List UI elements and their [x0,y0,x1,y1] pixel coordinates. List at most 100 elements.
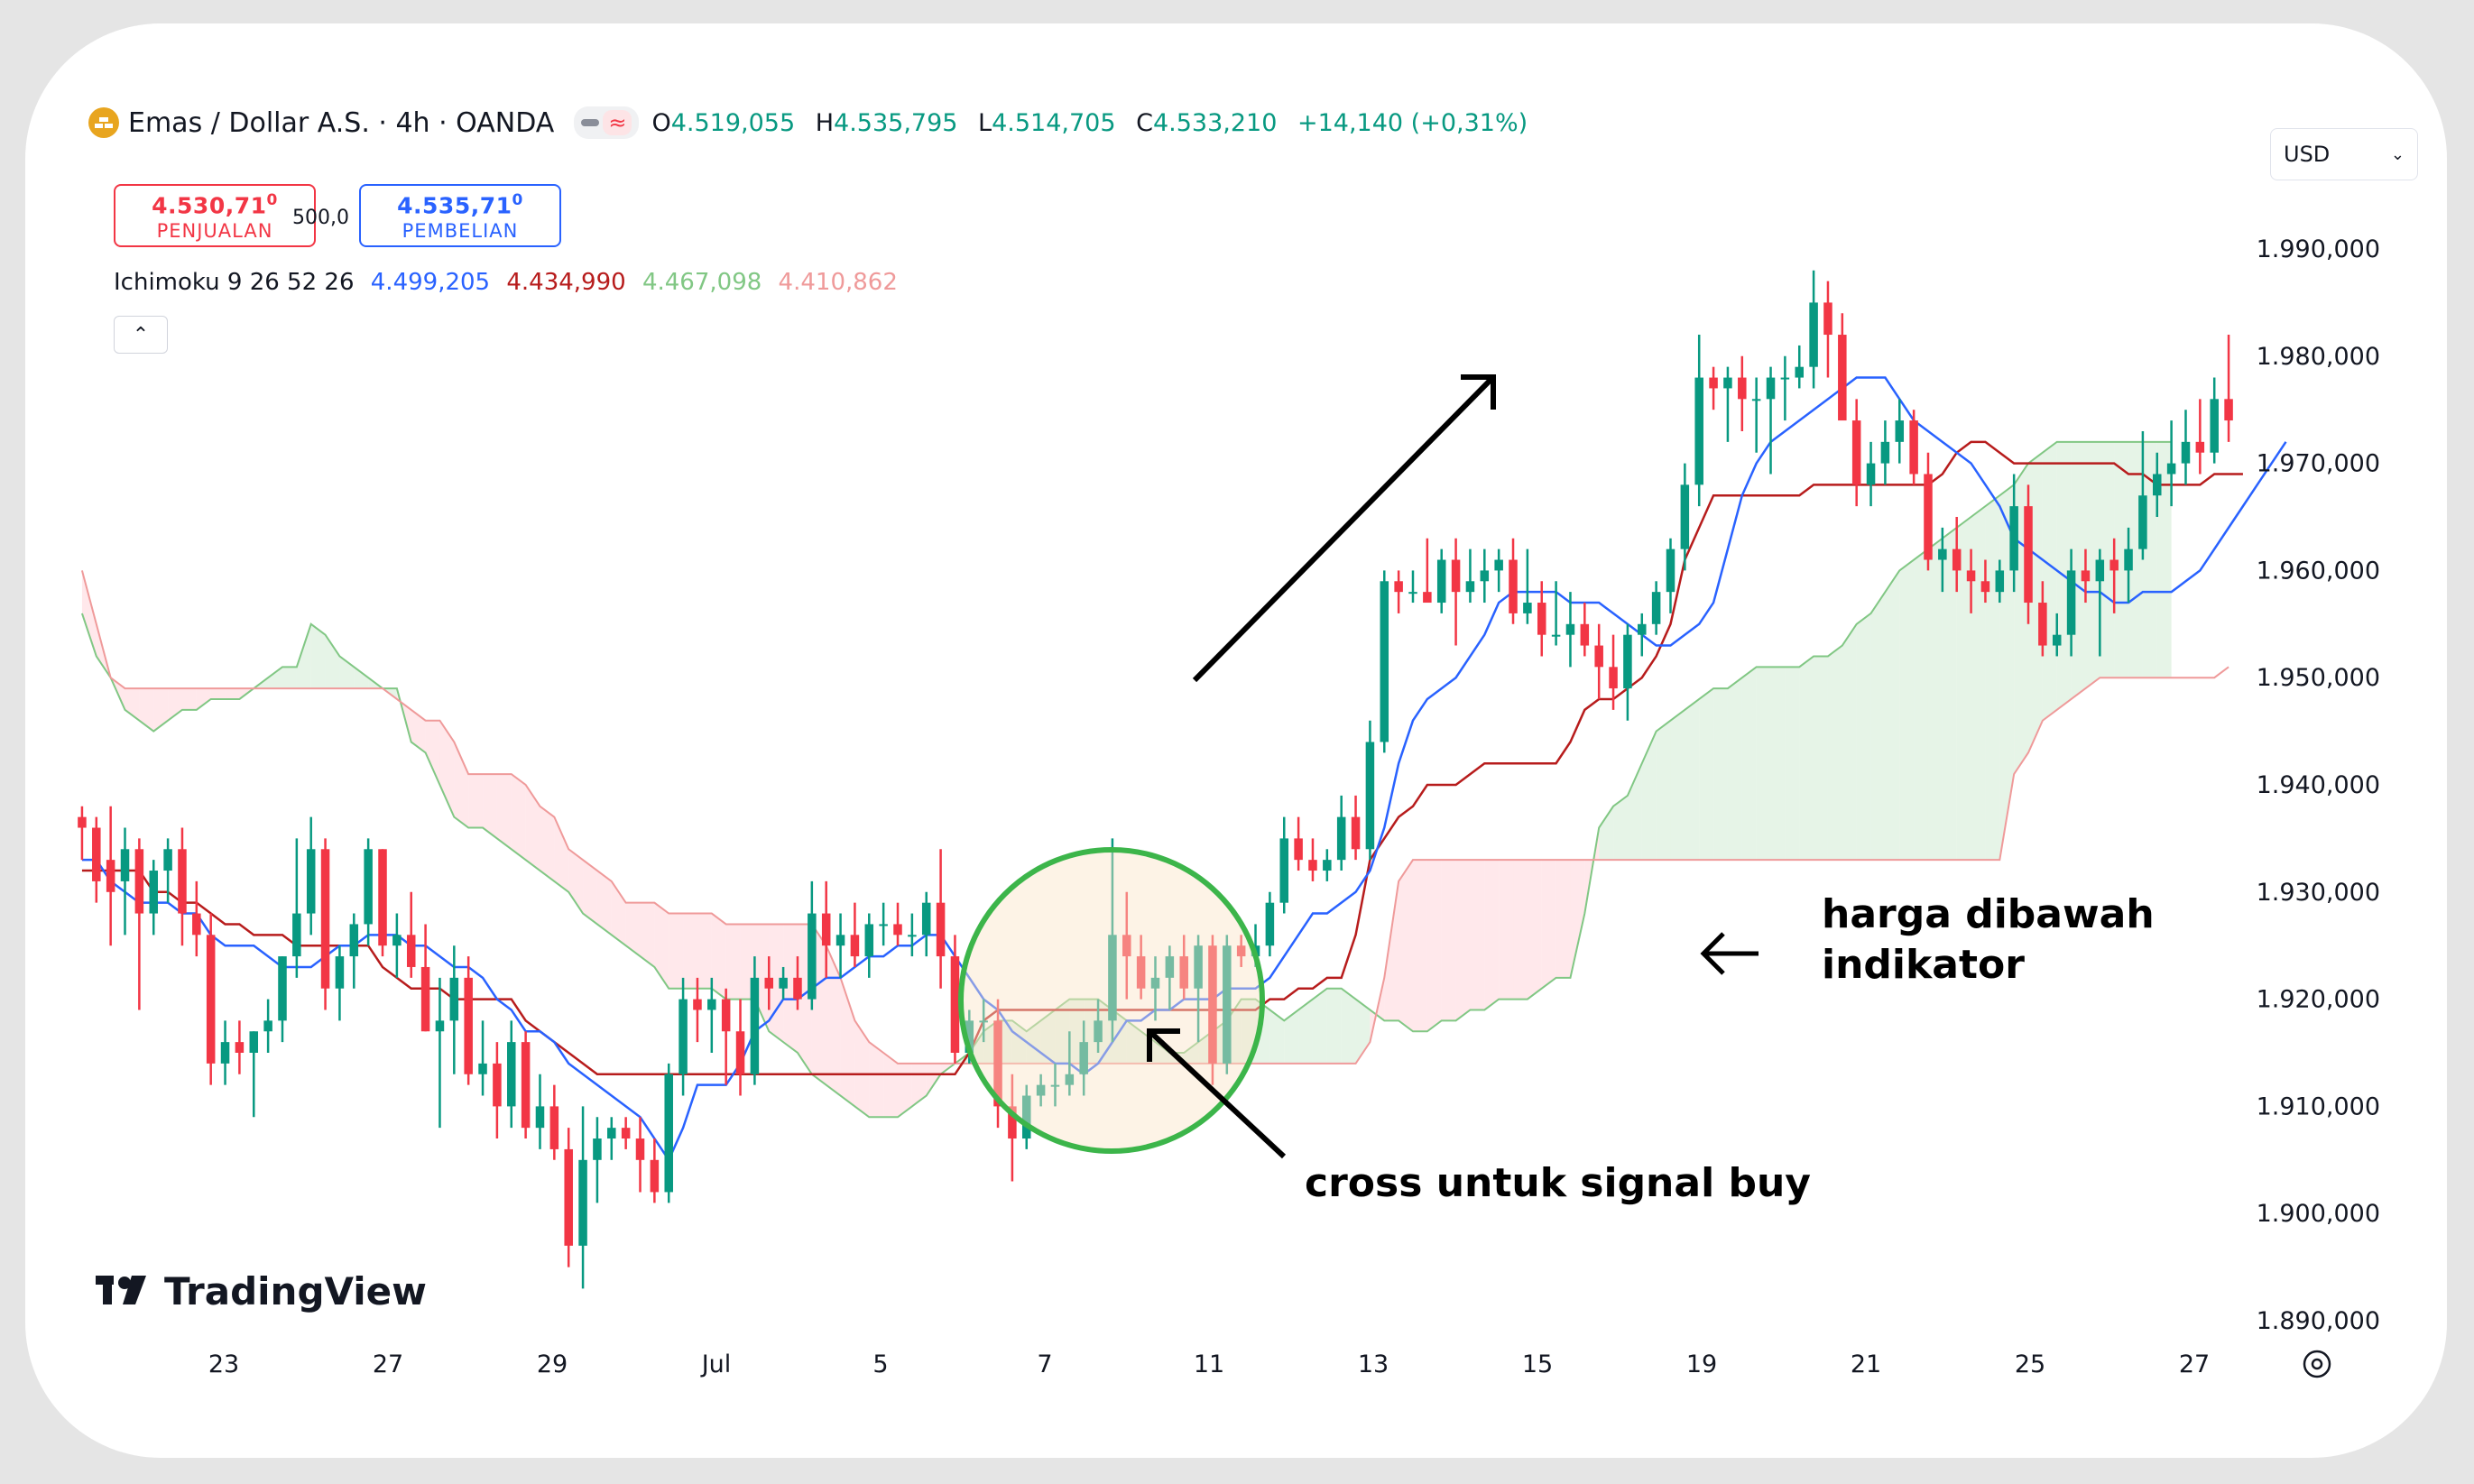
candle-body [1036,1084,1046,1096]
candle-body [1079,1042,1088,1074]
candle-body [406,935,416,967]
settings-gear-icon[interactable] [2303,1350,2331,1378]
candle-body [549,1106,559,1149]
cloud-segment [2156,441,2172,678]
candle [1651,581,1661,635]
candle [1122,891,1131,1000]
time-tick-label: 15 [1522,1350,1553,1378]
candle-body [1823,302,1832,336]
time-axis[interactable]: 23 27 29 Jul 5 7 11 13 15 19 21 25 27 [208,1350,2210,1378]
candle [936,849,946,989]
candle-body [1008,1106,1017,1139]
cloud-segment [1985,495,2000,861]
candle [2124,527,2133,604]
candle [821,880,831,978]
candle-body [1537,603,1546,635]
candle-body [950,956,960,1053]
candle-body [1623,634,1632,689]
candle [1494,548,1503,593]
cloud-segment [1298,999,1313,1064]
buy-button[interactable]: 4.535,710 PEMBELIAN [359,184,561,247]
cloud-segment [1570,860,1585,978]
candle-body [493,1063,502,1107]
candle [635,1117,645,1193]
candle [263,999,272,1053]
candle [1136,935,1146,1000]
cloud-segment [1499,860,1514,1000]
annotation-overlay: cross untuk signal buy harga dibawah ind… [958,374,2155,1206]
cloud-segment [1326,988,1342,1064]
candle [449,945,459,1074]
currency-select[interactable]: USD ⌄ [2270,128,2418,180]
cloud-segment [1885,570,1900,861]
candle [1594,623,1603,699]
cloud-segment [81,570,97,657]
candle-body [1465,581,1475,593]
candle-body [1323,860,1332,871]
candle-body [1751,399,1761,401]
candle [349,913,359,989]
chevron-down-icon: ⌄ [2390,144,2405,164]
symbol-title[interactable]: Emas / Dollar A.S. · 4h · OANDA [128,106,555,139]
candle-body [2109,559,2119,571]
candle-body [1594,645,1603,668]
candle [1336,795,1346,871]
candle [578,1106,587,1289]
candle [2210,377,2219,464]
candle [220,1020,230,1085]
sell-button[interactable]: 4.530,710 PENJUALAN [114,184,316,247]
candle [1065,1031,1075,1096]
sell-price-pip: 0 [266,191,278,209]
candle-body [1208,945,1217,1064]
symbol-legend: Emas / Dollar A.S. · 4h · OANDA ≈ O4.519… [88,106,1540,139]
candle [1208,935,1217,1085]
candle-body [750,977,760,1074]
candle [593,1117,602,1203]
candle [835,913,845,978]
chart-canvas[interactable]: cross untuk signal buy harga dibawah ind… [25,23,2447,1458]
candle [1079,1020,1088,1096]
cloud-segment [1312,988,1327,1064]
candle [1194,935,1203,1043]
candle-body [2066,570,2076,635]
cloud-segment [2100,441,2115,678]
candle-body [1236,945,1246,957]
candle [1723,366,1732,442]
cloud-segment [153,688,169,732]
candle [464,956,473,1085]
cloud-segment [1670,709,1685,861]
cloud-segment [2114,441,2129,678]
status-pill[interactable]: ≈ [574,106,640,139]
candle-body [1394,581,1403,593]
candle-body [306,849,316,914]
candle [850,902,860,967]
cloud-segment [1541,860,1556,989]
cloud-segment [926,1063,941,1096]
cloud-segment [1599,806,1614,861]
ohlc-high-label: H [815,108,835,137]
candle [1436,548,1446,613]
candle [1638,613,1647,657]
cloud-segment [1927,538,1943,861]
candle-body [1651,592,1661,624]
price-axis[interactable]: 1.990,000 1.980,000 1.970,000 1.960,000 1.95… [2257,235,2380,1335]
candle-body [693,999,702,1010]
candle [564,1128,573,1267]
below-arrow-head [1700,932,1725,975]
candle [2095,548,2105,657]
price-tick-label: 1.900,000 [2257,1200,2380,1228]
collapse-legend-button[interactable]: ⌃ [114,316,168,354]
cloud-segment [1627,763,1642,861]
price-tick-label: 1.990,000 [2257,235,2380,263]
candle [306,816,316,936]
candle-body [1895,420,1905,442]
candle-body [2095,559,2105,582]
candle-body [1980,581,1990,593]
ohlc-open-label: O [651,108,671,137]
cloud-segment [1799,656,1814,861]
candle-body [936,902,946,957]
cloud-segment [583,860,597,925]
ichimoku-legend[interactable]: Ichimoku 9 26 52 26 4.499,205 4.434,990 … [114,269,907,296]
candle-body [1451,559,1461,593]
cloud-segment [511,774,526,861]
